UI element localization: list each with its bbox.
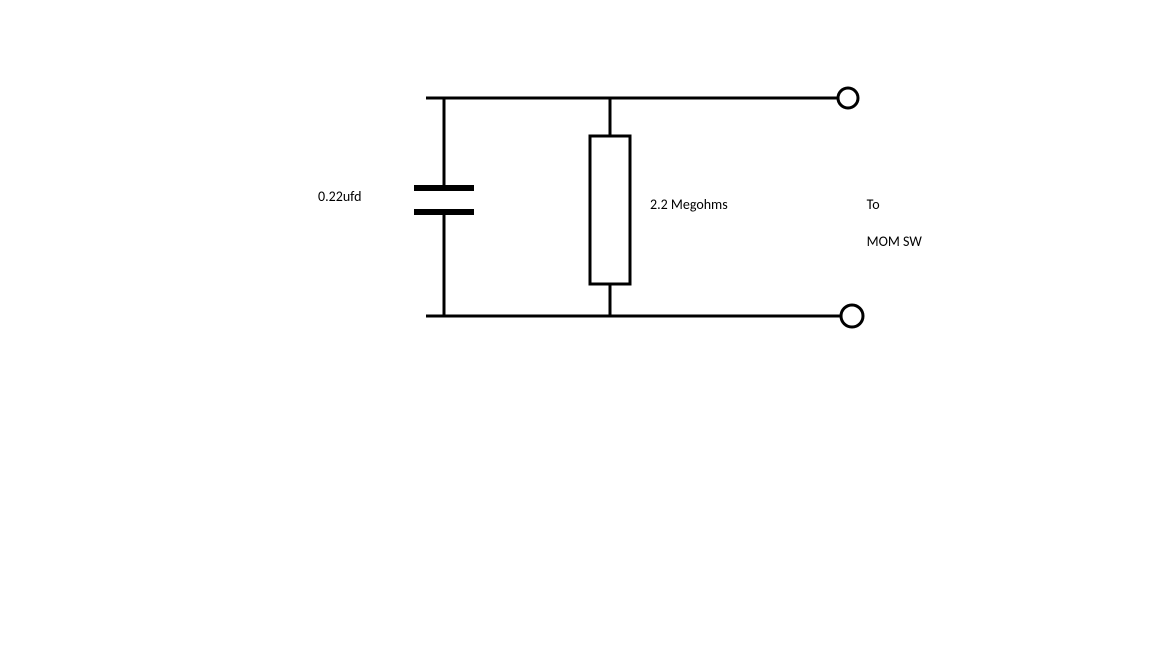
circuit-schematic — [0, 0, 1152, 648]
output-label-line1: To — [867, 196, 880, 213]
output-label: To MOM SW — [854, 178, 922, 269]
output-label-line2: MOM SW — [867, 233, 922, 250]
capacitor-label: 0.22ufd — [318, 188, 361, 206]
resistor-label: 2.2 Megohms — [650, 196, 728, 214]
